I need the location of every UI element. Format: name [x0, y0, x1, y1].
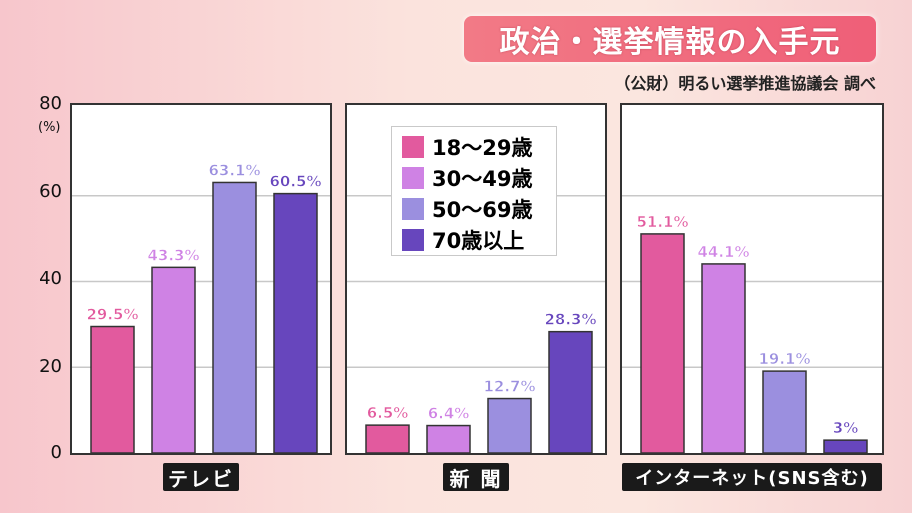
data-label-newspaper-70-plus: 28.3% — [544, 311, 596, 329]
y-tick-20: 20 — [39, 356, 62, 377]
legend-item-30-49: 30〜49歳 — [402, 162, 556, 193]
panel-internet: 51.1% 44.1% 19.1% 3% — [620, 103, 884, 455]
panel-internet-plot: 51.1% 44.1% 19.1% 3% — [622, 195, 882, 453]
legend-item-70-plus: 70歳以上 — [402, 224, 556, 255]
data-label-internet-30-49: 44.1% — [697, 243, 749, 261]
bar-internet-50-69 — [762, 370, 807, 453]
legend-label-50-69: 50〜69歳 — [432, 197, 533, 222]
bar-newspaper-18-29 — [365, 424, 410, 453]
legend: 18〜29歳 30〜49歳 50〜69歳 70歳以上 — [391, 126, 557, 256]
data-label-tv-18-29: 29.5% — [86, 306, 138, 324]
legend-item-50-69: 50〜69歳 — [402, 193, 556, 224]
bar-tv-50-69 — [212, 181, 257, 453]
y-tick-60: 60 — [39, 181, 62, 202]
data-label-newspaper-18-29: 6.5% — [367, 404, 409, 422]
bar-newspaper-30-49 — [426, 424, 471, 453]
bar-internet-18-29 — [640, 233, 685, 453]
data-label-newspaper-30-49: 6.4% — [428, 405, 470, 423]
panel-newspaper-plot: 6.5% 6.4% 12.7% 28.3% — [347, 195, 605, 453]
bar-tv-70-plus — [273, 192, 318, 453]
bar-internet-70-plus — [823, 439, 868, 453]
legend-label-30-49: 30〜49歳 — [432, 166, 533, 191]
data-label-internet-70-plus: 3% — [833, 419, 858, 437]
source-note: （公財）明るい選挙推進協議会 調べ — [614, 74, 876, 93]
bar-tv-30-49 — [151, 266, 196, 453]
category-label-newspaper: 新 聞 — [443, 463, 509, 491]
bar-newspaper-70-plus — [548, 330, 593, 453]
legend-swatch-18-29 — [402, 135, 424, 158]
y-tick-40: 40 — [39, 268, 62, 289]
category-label-internet: インターネット(SNS含む) — [622, 463, 882, 491]
data-label-newspaper-50-69: 12.7% — [483, 378, 535, 396]
legend-swatch-70-plus — [402, 228, 424, 251]
y-tick-0: 0 — [50, 442, 62, 463]
data-label-tv-30-49: 43.3% — [147, 246, 199, 264]
legend-swatch-30-49 — [402, 166, 424, 189]
panel-tv-plot: 29.5% 43.3% 63.1% 60.5% — [72, 161, 330, 453]
bar-tv-18-29 — [90, 325, 135, 453]
panel-tv: 29.5% 43.3% 63.1% 60.5% — [70, 103, 332, 455]
data-label-internet-50-69: 19.1% — [758, 350, 810, 368]
data-label-internet-18-29: 51.1% — [636, 213, 688, 231]
y-axis-unit: (%) — [38, 120, 61, 135]
legend-swatch-50-69 — [402, 197, 424, 220]
y-tick-80: 80 — [39, 93, 62, 114]
data-label-tv-70-plus: 60.5% — [269, 173, 321, 191]
chart-title: 政治・選挙情報の入手元 — [464, 16, 876, 62]
data-label-tv-50-69: 63.1% — [208, 161, 260, 179]
legend-label-70-plus: 70歳以上 — [432, 228, 525, 253]
bar-internet-30-49 — [701, 263, 746, 453]
category-label-tv: テレビ — [163, 463, 239, 491]
legend-label-18-29: 18〜29歳 — [432, 135, 533, 160]
legend-item-18-29: 18〜29歳 — [402, 131, 556, 162]
bar-newspaper-50-69 — [487, 397, 532, 453]
